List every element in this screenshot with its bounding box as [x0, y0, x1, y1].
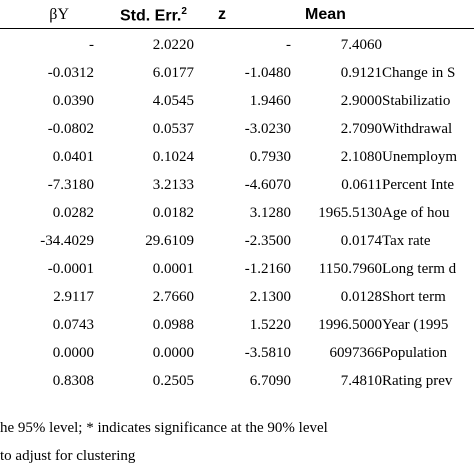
- cell-std-err: 0.0988: [152, 317, 194, 333]
- table-row: - 2.0220 - 7.4060: [0, 31, 474, 59]
- cell-mean: 0.0174: [340, 233, 382, 249]
- cell-std-err: 0.2505: [152, 373, 194, 389]
- cell-variable-label: Short term: [382, 289, 446, 305]
- cell-z: 0.7930: [249, 149, 291, 165]
- table-row: -0.0312 6.0177 -1.0480 0.9121 Change in S: [0, 59, 474, 87]
- cell-mean: 6097366: [329, 345, 383, 361]
- cell-beta-y: 0.0000: [52, 345, 94, 361]
- cell-mean: 2.7090: [340, 121, 382, 137]
- header-std-err-superscript: 2: [181, 6, 187, 17]
- cell-mean: 1150.7960: [318, 261, 382, 277]
- table-row: 0.0282 0.0182 3.1280 1965.5130 Age of hou: [0, 199, 474, 227]
- cell-std-err: 0.1024: [152, 149, 194, 165]
- footnote-clustering: to adjust for clustering: [0, 448, 136, 464]
- cell-beta-y: -0.0001: [47, 261, 94, 277]
- table-row: 0.8308 0.2505 6.7090 7.4810 Rating prev: [0, 367, 474, 395]
- cell-beta-y: -34.4029: [40, 233, 94, 249]
- cell-std-err: 29.6109: [145, 233, 194, 249]
- cell-std-err: 0.0537: [152, 121, 194, 137]
- cell-variable-label: Age of hou: [382, 205, 450, 221]
- cell-variable-label: Population: [382, 345, 448, 361]
- cell-variable-label: Long term d: [382, 261, 457, 277]
- cell-beta-y: 0.0390: [52, 93, 94, 109]
- cell-mean: 7.4810: [340, 373, 382, 389]
- cell-std-err: 0.0001: [152, 261, 194, 277]
- cell-std-err: 2.0220: [152, 37, 194, 53]
- cell-z: -4.6070: [244, 177, 291, 193]
- cell-variable-label: Withdrawal: [382, 121, 453, 137]
- cell-mean: 0.0128: [340, 289, 382, 305]
- cell-z: -1.0480: [244, 65, 291, 81]
- cell-std-err: 2.7660: [152, 289, 194, 305]
- cell-std-err: 6.0177: [152, 65, 194, 81]
- table-row: 0.0390 4.0545 1.9460 2.9000 Stabilizatio: [0, 87, 474, 115]
- cell-beta-y: 0.8308: [52, 373, 94, 389]
- header-z: z: [218, 6, 226, 23]
- cell-std-err: 0.0182: [152, 205, 194, 221]
- cell-std-err: 0.0000: [152, 345, 194, 361]
- cell-variable-label: Rating prev: [382, 373, 453, 389]
- header-beta-y: βY: [49, 6, 69, 23]
- cell-beta-y: 2.9117: [53, 289, 94, 305]
- table-row: -34.4029 29.6109 -2.3500 0.0174 Tax rate: [0, 227, 474, 255]
- header-std-err: Std. Err.2: [120, 6, 187, 25]
- header-mean: Mean: [305, 6, 346, 23]
- cell-z: 2.1300: [249, 289, 291, 305]
- cell-mean: 1996.5000: [318, 317, 382, 333]
- cell-beta-y: 0.0401: [52, 149, 94, 165]
- cell-z: 1.5220: [249, 317, 291, 333]
- cell-mean: 1965.5130: [318, 205, 382, 221]
- cell-variable-label: Stabilizatio: [382, 93, 451, 109]
- header-rule: [0, 28, 474, 29]
- footnote-significance: he 95% level; * indicates significance a…: [0, 420, 328, 436]
- cell-mean: 0.0611: [341, 177, 382, 193]
- cell-beta-y: -: [89, 37, 94, 53]
- cell-mean: 2.9000: [340, 93, 382, 109]
- cell-z: -: [286, 37, 291, 53]
- cell-z: 6.7090: [249, 373, 291, 389]
- cell-beta-y: 0.0743: [52, 317, 94, 333]
- table-row: 0.0401 0.1024 0.7930 2.1080 Unemploym: [0, 143, 474, 171]
- table-header: βY Std. Err.2 z Mean: [0, 6, 474, 28]
- cell-z: -3.5810: [244, 345, 291, 361]
- cell-beta-y: -0.0802: [47, 121, 94, 137]
- cell-z: -2.3500: [244, 233, 291, 249]
- cell-mean: 0.9121: [340, 65, 382, 81]
- cell-mean: 7.4060: [340, 37, 382, 53]
- cell-z: 3.1280: [249, 205, 291, 221]
- cell-z: -3.0230: [244, 121, 291, 137]
- cell-variable-label: Percent Inte: [382, 177, 455, 193]
- table-row: 2.9117 2.7660 2.1300 0.0128 Short term: [0, 283, 474, 311]
- cell-z: 1.9460: [249, 93, 291, 109]
- cell-variable-label: Unemploym: [382, 149, 457, 165]
- table-row: -0.0802 0.0537 -3.0230 2.7090 Withdrawal: [0, 115, 474, 143]
- cell-variable-label: Tax rate: [382, 233, 431, 249]
- table-row: -0.0001 0.0001 -1.2160 1150.7960 Long term d: [0, 255, 474, 283]
- header-std-err-label: Std. Err.: [120, 7, 182, 25]
- table-row: 0.0743 0.0988 1.5220 1996.5000 Year (1995: [0, 311, 474, 339]
- table-row: 0.0000 0.0000 -3.5810 6097366 Population: [0, 339, 474, 367]
- table-row: -7.3180 3.2133 -4.6070 0.0611 Percent Inte: [0, 171, 474, 199]
- cell-variable-label: Change in S: [382, 65, 456, 81]
- cell-z: -1.2160: [244, 261, 291, 277]
- cell-variable-label: Year (1995: [382, 317, 449, 333]
- cell-std-err: 3.2133: [152, 177, 194, 193]
- cell-std-err: 4.0545: [152, 93, 194, 109]
- cell-beta-y: -7.3180: [47, 177, 94, 193]
- cell-beta-y: 0.0282: [52, 205, 94, 221]
- cell-mean: 2.1080: [340, 149, 382, 165]
- cell-beta-y: -0.0312: [47, 65, 94, 81]
